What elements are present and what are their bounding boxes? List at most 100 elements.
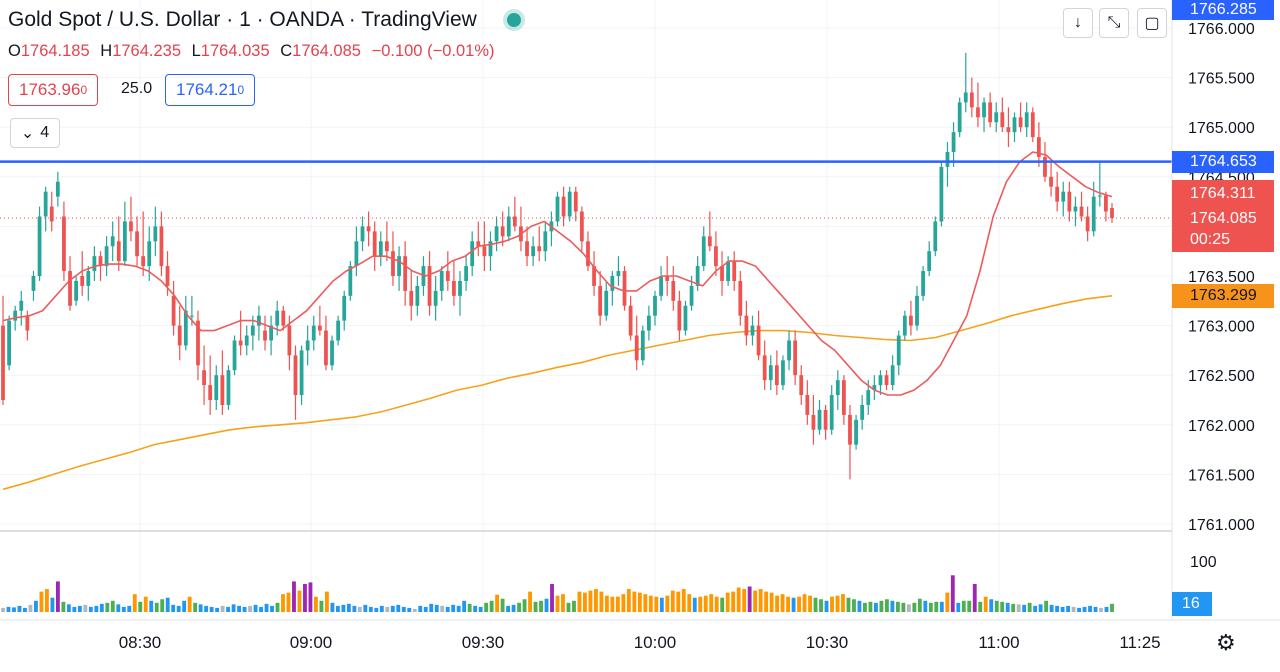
symbol-title[interactable]: Gold Spot / U.S. Dollar · 1 · OANDA · Tr…	[8, 8, 477, 31]
candle-body	[25, 315, 30, 331]
volume-bar	[632, 591, 637, 612]
volume-bar	[1011, 603, 1016, 612]
volume-bar	[874, 602, 878, 612]
volume-bar	[972, 583, 977, 612]
volume-bar	[604, 595, 609, 612]
volume-bar	[659, 597, 664, 612]
volume-bar	[978, 601, 983, 612]
volume-bar	[396, 604, 401, 612]
candle-body	[476, 241, 481, 247]
volume-bar	[368, 606, 373, 612]
low-label: L	[191, 42, 201, 60]
volume-bar	[550, 583, 554, 612]
candle-body	[707, 236, 712, 247]
ask-price: 1764.21	[176, 80, 238, 99]
volume-bar	[77, 605, 82, 612]
candle-body	[232, 340, 237, 371]
volume-bar	[500, 598, 505, 612]
candle-body	[269, 325, 273, 341]
sell-price-button[interactable]: 1763.96 0	[8, 74, 99, 106]
volume-bar	[610, 596, 615, 612]
candle-body	[1085, 216, 1090, 232]
volume-bar	[786, 596, 791, 612]
bid-price-pip: 0	[80, 83, 88, 97]
volume-bar	[314, 596, 318, 612]
volume-bar	[55, 581, 60, 612]
volume-bar	[895, 601, 900, 612]
fullscreen-button[interactable]: ⤡	[1099, 8, 1129, 38]
volume-bar	[143, 596, 148, 612]
overlay-layer	[0, 160, 1172, 219]
volume-bar	[330, 602, 335, 612]
candle-body	[263, 330, 267, 341]
volume-bar	[220, 605, 225, 612]
candle-body	[190, 315, 194, 317]
volume-bar	[357, 606, 362, 612]
buy-price-button[interactable]: 1764.21 0	[165, 74, 256, 106]
volume-bar	[61, 601, 66, 612]
maximize-button[interactable]: ▢	[1137, 8, 1167, 38]
candle-body	[86, 271, 91, 286]
candle-body	[921, 271, 925, 296]
volume-bar	[989, 599, 994, 612]
volume-bar	[308, 582, 313, 612]
candle-body	[433, 290, 438, 306]
candle-body	[1012, 117, 1017, 133]
candle-body	[415, 285, 420, 306]
candle-body	[141, 256, 146, 267]
volume-bar	[281, 594, 285, 612]
volume-bar	[1044, 600, 1049, 612]
x-tick-label: 10:30	[806, 633, 849, 652]
candle-body	[330, 340, 334, 366]
download-button[interactable]: ↓	[1063, 8, 1093, 38]
volume-bar	[116, 604, 121, 612]
volume-bar	[681, 589, 686, 612]
volume-layer	[1, 575, 1114, 612]
volume-bar	[939, 601, 944, 612]
volume-bar	[736, 587, 741, 612]
candle-body	[866, 390, 871, 405]
candle-body	[281, 310, 286, 326]
volume-bar	[303, 583, 307, 612]
indicators-toggle-button[interactable]: ⌄ 4	[10, 118, 60, 148]
gear-icon[interactable]: ⚙	[1216, 630, 1236, 655]
candle-body	[116, 241, 121, 262]
candle-body	[768, 365, 773, 381]
volume-bar	[1049, 604, 1054, 612]
candle-body	[293, 355, 298, 396]
ask-price-pip: 0	[237, 83, 245, 97]
volume-bar	[72, 606, 77, 612]
candle-body	[37, 216, 42, 276]
candle-body	[19, 300, 24, 311]
candle-body	[488, 241, 493, 257]
price-tag-hline[interactable]: 1764.653	[1172, 151, 1274, 173]
volume-bar	[451, 604, 456, 612]
candle-body	[49, 206, 54, 222]
volume-bar	[912, 602, 917, 612]
candle-body	[257, 315, 261, 326]
candle-body	[531, 246, 536, 257]
candle-body	[1018, 117, 1023, 128]
volume-bar	[654, 596, 659, 612]
volume-bar	[994, 600, 999, 612]
candle-body	[1067, 191, 1072, 212]
candle-body	[787, 340, 791, 361]
change-value: −0.100 (−0.01%)	[371, 42, 495, 60]
volume-bar	[720, 597, 725, 612]
volume-bar	[94, 605, 99, 612]
price-tag-last: 1764.311	[1190, 185, 1256, 202]
candle-body	[183, 310, 188, 346]
volume-bar	[1027, 602, 1032, 612]
candle-body	[756, 325, 761, 356]
volume-bar	[923, 600, 928, 612]
volume-bar	[884, 599, 889, 612]
candle-body	[860, 404, 865, 420]
ohlc-legend: O1764.185 H1764.235 L1764.035 C1764.085 …	[8, 42, 494, 61]
volume-bar	[165, 597, 170, 612]
candle-body	[354, 241, 359, 267]
volume-bar	[270, 605, 274, 612]
volume-bar	[1066, 605, 1071, 612]
candle-body	[774, 365, 779, 386]
candle-body	[720, 266, 724, 281]
